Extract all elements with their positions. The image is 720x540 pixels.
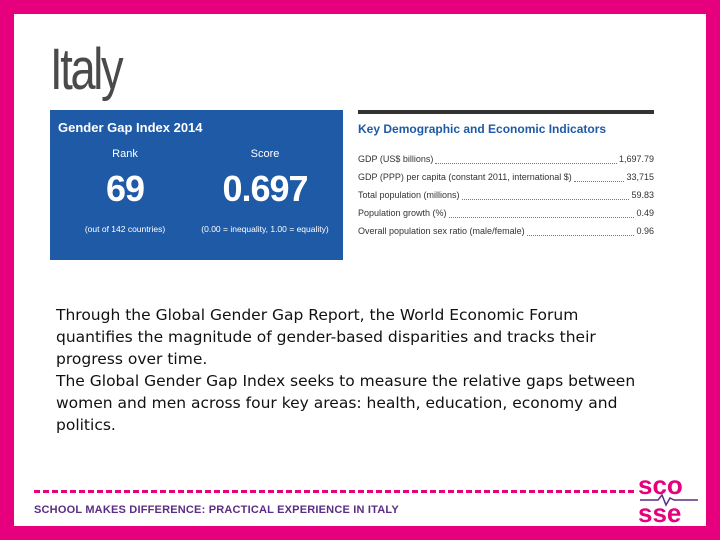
indicator-row: Overall population sex ratio (male/femal… [358, 222, 654, 240]
slide: Italy Gender Gap Index 2014 Rank 69 (out… [14, 14, 706, 526]
score-note: (0.00 = inequality, 1.00 = equality) [201, 224, 329, 234]
body-text: Through the Global Gender Gap Report, th… [56, 304, 656, 436]
indicator-value: 1,697.79 [618, 154, 654, 164]
rank-note: (out of 142 countries) [84, 224, 166, 234]
indicator-label: Overall population sex ratio (male/femal… [358, 226, 525, 236]
rank-column: Rank 69 (out of 142 countries) [70, 148, 180, 234]
indicator-label: Total population (millions) [358, 190, 460, 200]
indicator-value: 0.96 [636, 226, 654, 236]
dashed-divider [34, 490, 634, 493]
leader-dots [435, 155, 617, 164]
heartbeat-line [640, 493, 698, 507]
indicator-row: Total population (millions) 59.83 [358, 186, 654, 204]
scosse-logo: sco sse [638, 470, 698, 526]
indicator-value: 33,715 [626, 172, 654, 182]
gender-gap-title: Gender Gap Index 2014 [58, 120, 203, 135]
indicator-label: GDP (PPP) per capita (constant 2011, int… [358, 172, 572, 182]
leader-dots [526, 227, 635, 236]
rank-value: 69 [105, 168, 145, 209]
score-label: Score [250, 148, 280, 160]
indicator-row: Population growth (%) 0.49 [358, 204, 654, 222]
gender-gap-panel: Gender Gap Index 2014 Rank 69 (out of 14… [50, 110, 343, 260]
indicator-row: GDP (PPP) per capita (constant 2011, int… [358, 168, 654, 186]
logo-line-1: sco [638, 470, 683, 500]
body-paragraph-1: Through the Global Gender Gap Report, th… [56, 306, 596, 368]
footer-text: SCHOOL MAKES DIFFERENCE: PRACTICAL EXPER… [34, 504, 399, 516]
indicators-panel: Key Demographic and Economic Indicators … [358, 110, 654, 264]
indicator-row: GDP (US$ billions) 1,697.79 [358, 150, 654, 168]
country-title: Italy [50, 37, 124, 102]
rank-label: Rank [112, 148, 138, 160]
logo-line-2: sse [638, 498, 681, 526]
indicator-value: 0.49 [636, 208, 654, 218]
indicators-title: Key Demographic and Economic Indicators [358, 122, 607, 136]
score-column: Score 0.697 (0.00 = inequality, 1.00 = e… [200, 148, 330, 234]
body-paragraph-2: The Global Gender Gap Index seeks to mea… [56, 372, 636, 434]
leader-dots [461, 191, 630, 200]
indicator-value: 59.83 [631, 190, 654, 200]
leader-dots [448, 209, 635, 218]
score-value: 0.697 [222, 168, 308, 209]
leader-dots [573, 173, 625, 182]
indicator-label: GDP (US$ billions) [358, 154, 434, 164]
indicator-label: Population growth (%) [358, 208, 447, 218]
